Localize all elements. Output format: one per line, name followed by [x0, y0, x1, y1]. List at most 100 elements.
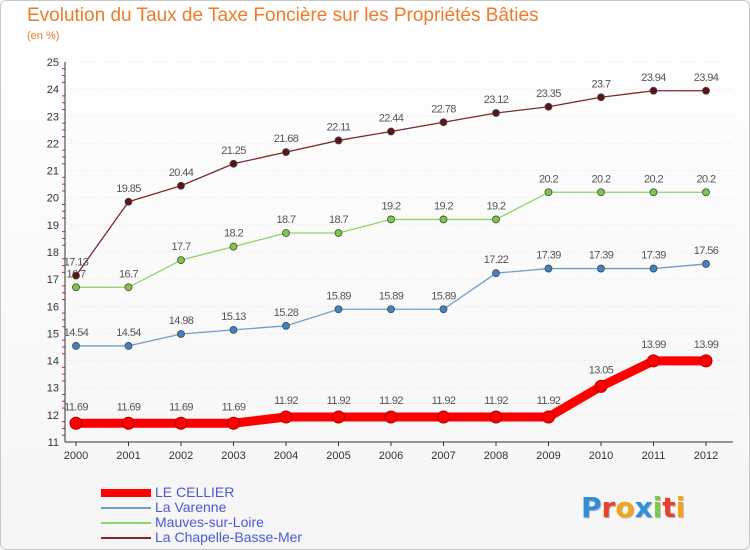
data-point	[597, 188, 605, 197]
y-tick-label: 23	[47, 111, 59, 123]
data-label: 13.05	[589, 364, 614, 376]
data-label: 17.39	[536, 250, 561, 262]
data-point	[387, 127, 395, 136]
data-label: 23.12	[484, 94, 509, 106]
data-label: 20.2	[696, 173, 715, 185]
x-tick-label: 2005	[326, 450, 350, 462]
chart-subtitle: (en %)	[27, 30, 60, 42]
data-point	[332, 410, 345, 424]
data-label: 15.89	[326, 290, 351, 302]
data-label: 15.89	[431, 290, 456, 302]
data-label: 15.13	[221, 311, 246, 323]
legend-label: Mauves-sur-Loire	[155, 514, 264, 530]
legend-label: La Chapelle-Basse-Mer	[155, 529, 303, 545]
data-point	[124, 342, 133, 350]
y-tick-label: 16	[47, 301, 59, 313]
y-tick-label: 25	[47, 57, 59, 69]
data-point	[439, 215, 448, 224]
data-point	[597, 93, 605, 102]
legend-swatch	[101, 537, 151, 539]
data-label: 18.7	[329, 214, 348, 226]
data-label: 13.99	[641, 339, 666, 351]
data-label: 23.35	[536, 88, 561, 100]
data-point	[384, 410, 398, 424]
data-label: 14.54	[116, 327, 141, 339]
data-point	[177, 330, 185, 338]
data-point	[334, 305, 343, 314]
data-label: 21.68	[274, 133, 299, 145]
y-tick-label: 18	[47, 247, 59, 259]
y-tick-label: 11	[48, 437, 59, 449]
data-point	[597, 264, 605, 273]
data-point	[542, 410, 555, 424]
logo-letter: r	[601, 491, 616, 524]
data-point	[177, 181, 185, 190]
data-point	[699, 354, 713, 368]
y-tick-label: 12	[47, 410, 59, 422]
data-point	[702, 260, 710, 268]
data-label: 17.39	[589, 250, 614, 262]
x-tick-label: 2011	[642, 450, 666, 462]
data-point	[702, 188, 710, 197]
data-point	[544, 188, 553, 197]
y-tick-label: 15	[47, 328, 59, 340]
x-tick-label: 2002	[169, 450, 193, 462]
logo-letter: i	[652, 491, 663, 524]
data-point	[649, 188, 658, 197]
data-point	[492, 269, 500, 278]
data-point	[387, 215, 395, 224]
data-label: 19.2	[381, 200, 400, 212]
data-label: 20.2	[591, 173, 610, 185]
y-tick-label: 14	[47, 356, 59, 368]
data-point	[72, 271, 80, 280]
legend-label: LE CELLIER	[155, 484, 235, 500]
logo-letter: i	[675, 491, 686, 524]
legend-item: Mauves-sur-Loire	[101, 515, 421, 530]
data-label: 14.54	[64, 327, 89, 339]
data-point	[702, 86, 710, 95]
logo-letter: o	[615, 491, 635, 524]
data-point	[334, 229, 343, 237]
data-label: 17.22	[484, 254, 509, 266]
x-tick-label: 2009	[536, 450, 560, 462]
x-tick-label: 2004	[274, 450, 298, 462]
data-label: 17.39	[641, 250, 666, 262]
data-point	[229, 242, 238, 251]
data-point	[439, 305, 448, 314]
data-label: 11.69	[64, 401, 88, 413]
data-label: 11.69	[117, 401, 141, 413]
legend-swatch	[101, 507, 151, 509]
data-point	[594, 379, 608, 393]
logo-letter: P	[581, 491, 602, 524]
data-point	[227, 416, 240, 430]
data-point	[124, 283, 133, 292]
data-point	[334, 136, 343, 145]
legend-item: La Varenne	[101, 500, 421, 515]
logo-letter: x	[634, 491, 653, 524]
data-label: 11.69	[169, 401, 193, 413]
legend-item: LE CELLIER	[101, 485, 421, 500]
y-tick-label: 17	[47, 274, 59, 286]
data-label: 22.11	[327, 121, 351, 133]
data-label: 23.94	[641, 72, 666, 84]
data-label: 18.2	[224, 228, 243, 240]
data-label: 19.2	[486, 200, 505, 212]
data-label: 11.92	[327, 395, 351, 407]
legend-swatch	[101, 489, 151, 497]
data-point	[544, 264, 553, 273]
data-label: 22.44	[379, 112, 404, 124]
data-point	[122, 416, 135, 430]
data-point	[437, 410, 450, 424]
y-tick-label: 13	[47, 383, 59, 395]
data-label: 16.7	[119, 268, 138, 280]
data-point	[177, 256, 185, 265]
x-tick-label: 2000	[64, 450, 88, 462]
data-point	[544, 102, 553, 111]
y-tick-label: 21	[47, 166, 59, 178]
data-label: 14.98	[169, 315, 194, 327]
x-tick-label: 2007	[431, 450, 455, 462]
data-label: 17.7	[171, 241, 190, 253]
data-label: 20.2	[644, 173, 663, 185]
data-point	[282, 229, 290, 237]
